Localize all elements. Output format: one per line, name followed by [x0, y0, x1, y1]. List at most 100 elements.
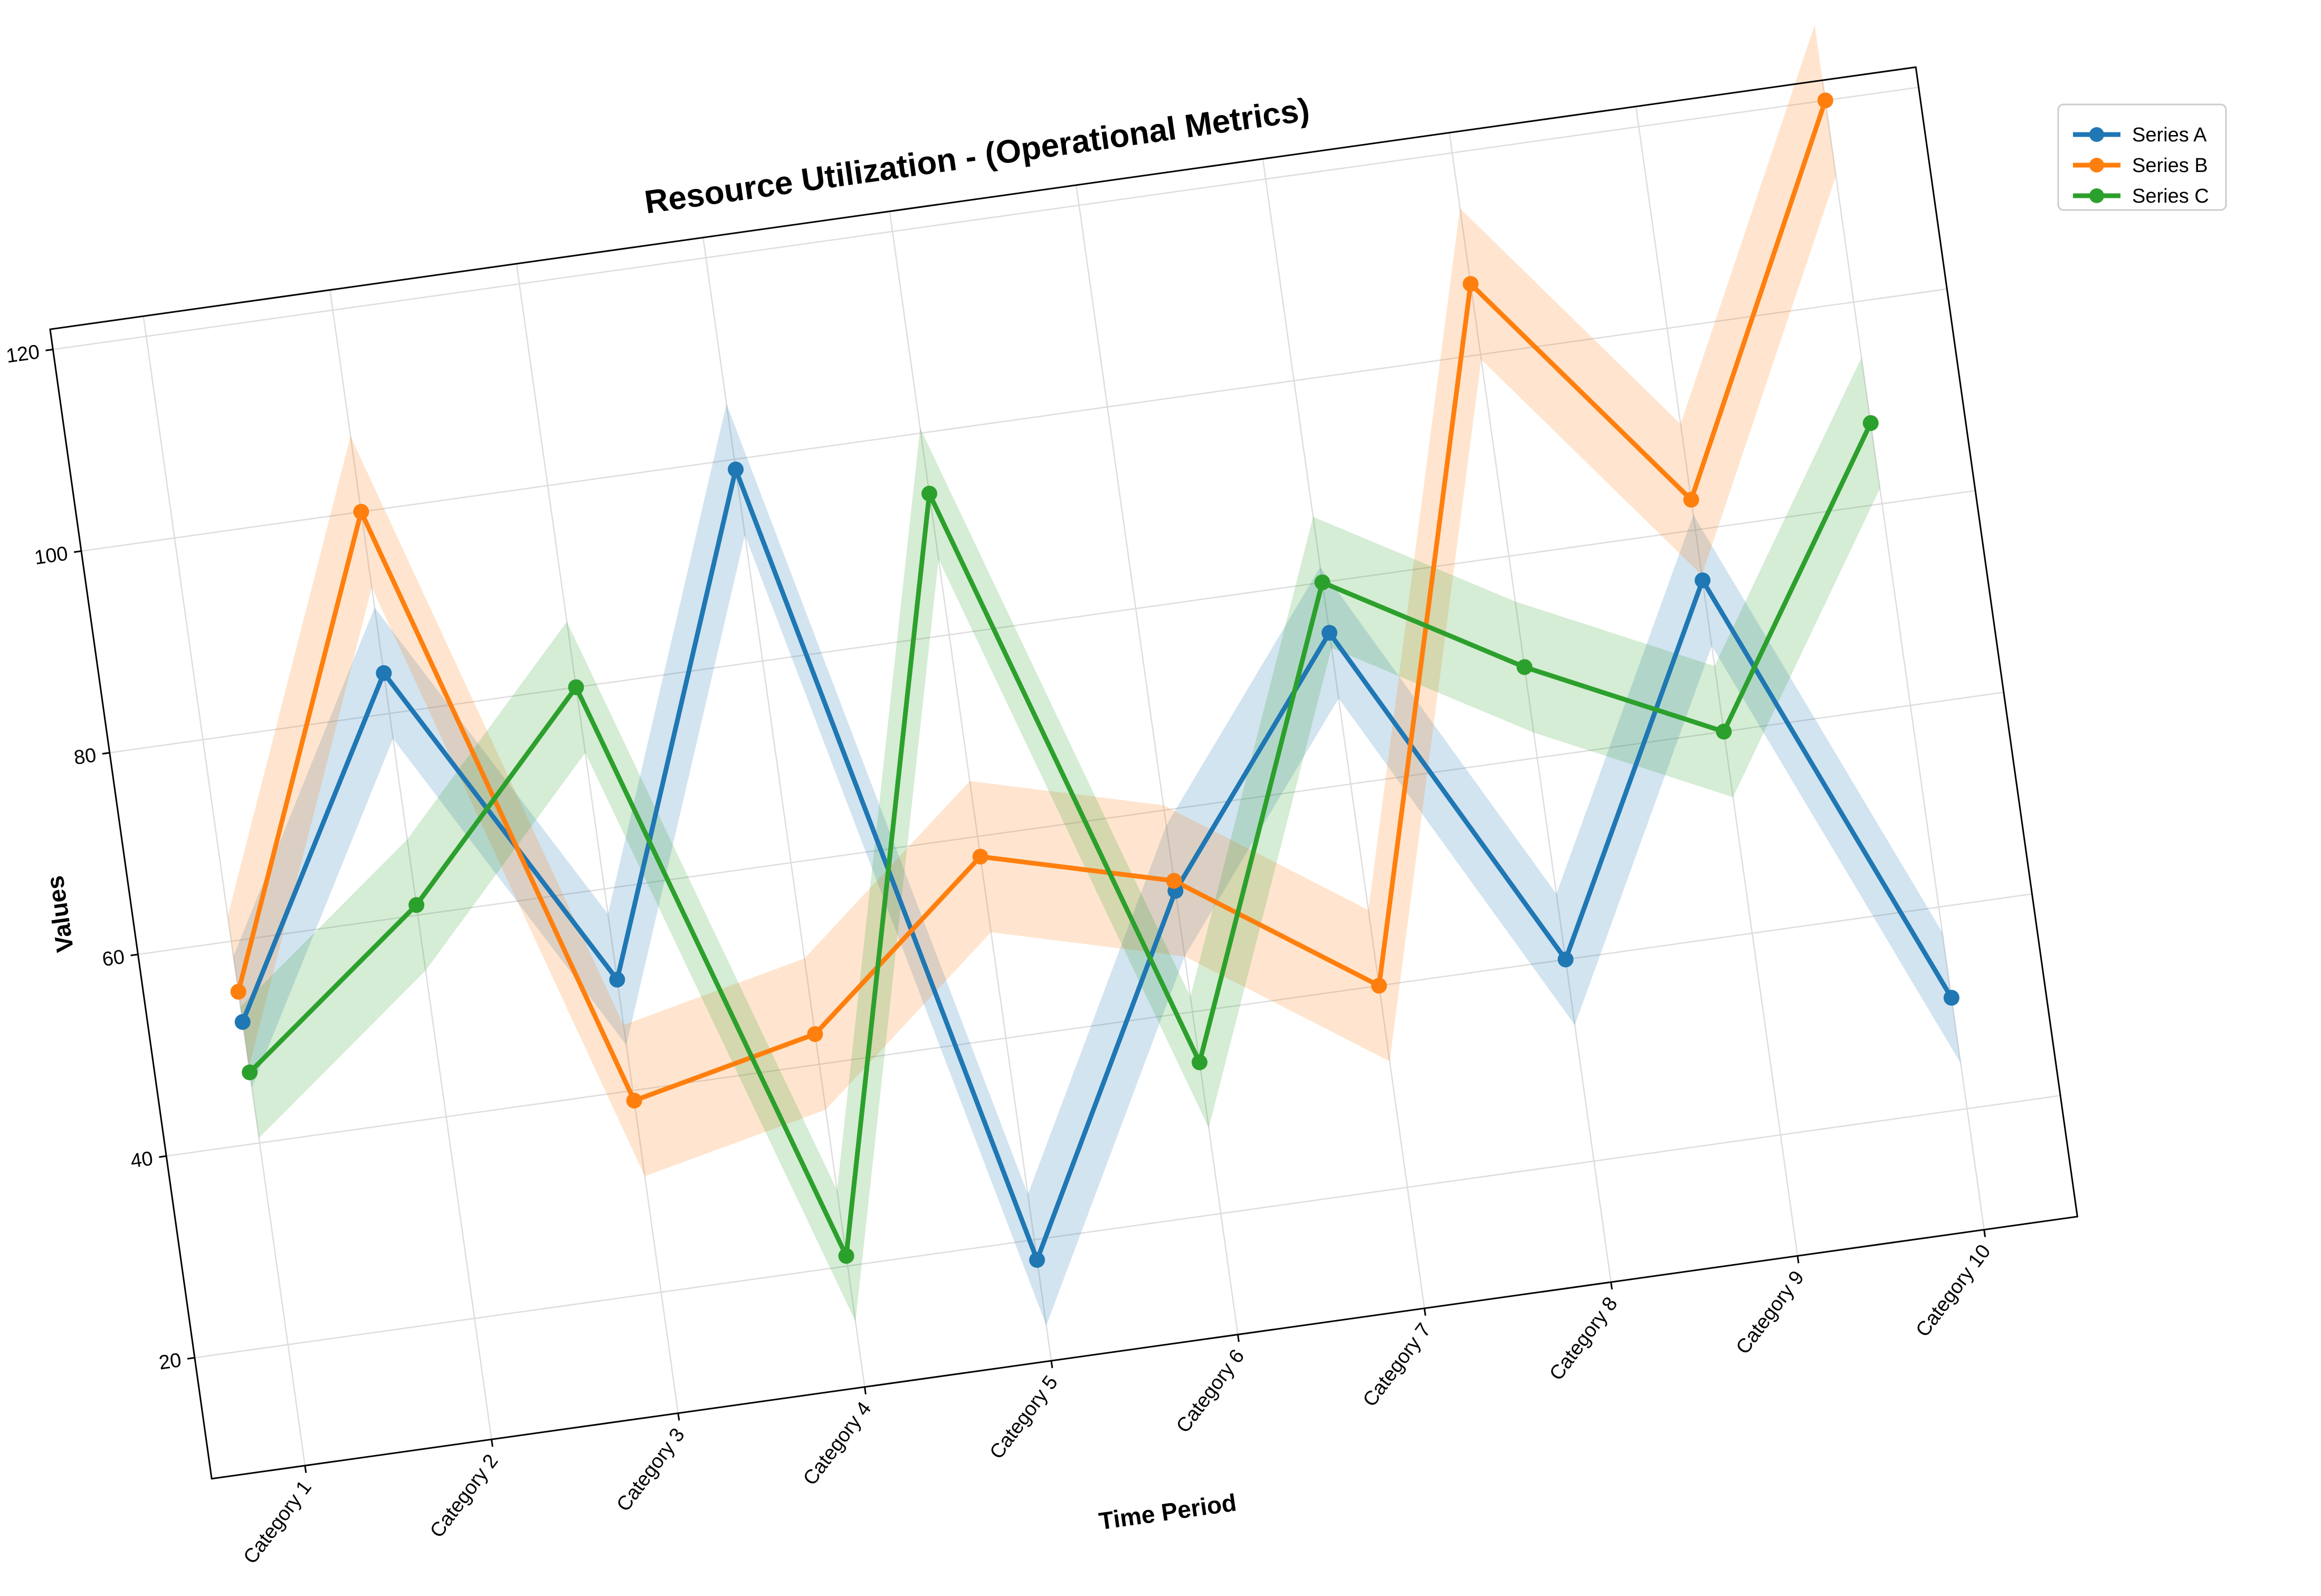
x-tick: [1796, 1256, 1800, 1264]
series-2-point: [353, 504, 369, 520]
x-tick: [490, 1439, 493, 1447]
legend-swatch-marker: [2089, 127, 2104, 142]
series-1-point: [1557, 951, 1574, 968]
series-2-point: [1683, 492, 1699, 508]
series-3-point: [1716, 723, 1732, 740]
series-2-point: [1462, 276, 1479, 292]
series-3-point: [242, 1064, 258, 1081]
series-1-point: [1695, 572, 1711, 588]
series-2-point: [230, 983, 246, 1000]
y-axis-title: Values: [41, 874, 79, 954]
series-1-point: [376, 665, 392, 681]
y-tick-label: 40: [129, 1148, 155, 1172]
x-gridline: [516, 263, 679, 1413]
y-gridline: [53, 87, 1919, 350]
x-tick: [304, 1465, 307, 1473]
y-tick: [159, 1155, 167, 1158]
rotated-plot: 20 40 60 80 100 120 Category 1 Category 2 Catego…: [5, 25, 2079, 1568]
y-tick-label: 80: [72, 744, 98, 769]
x-gridline: [1635, 106, 1799, 1256]
series-1-point: [728, 461, 744, 477]
grid: [53, 80, 2061, 1466]
series-2-point: [626, 1093, 642, 1109]
series-lines: [236, 98, 1954, 1263]
series-3-point: [1516, 659, 1533, 675]
x-tick: [1423, 1308, 1426, 1316]
x-tick-label: Category 3: [612, 1424, 689, 1516]
series-1-line: [240, 467, 1954, 1263]
y-tick-label: 120: [5, 341, 41, 367]
x-tick: [1050, 1360, 1053, 1369]
series-1-point: [234, 1014, 251, 1030]
legend-items: Series A Series B Series C: [2073, 124, 2209, 207]
series-3-point: [568, 679, 584, 695]
x-tick-label: Category 1: [239, 1476, 316, 1568]
x-gridline: [142, 316, 306, 1466]
series-3-point: [1862, 415, 1879, 431]
legend-label: Series B: [2132, 155, 2208, 177]
series-3-point: [408, 897, 425, 913]
series-points: [230, 92, 1959, 1268]
x-tick: [677, 1413, 680, 1421]
y-gridline: [138, 691, 2004, 955]
y-tick: [187, 1356, 195, 1360]
y-gridline: [109, 490, 1976, 753]
y-tick: [73, 550, 82, 553]
chart-title: Resource Utilization - (Operational Metr…: [642, 91, 1311, 221]
x-gridline: [329, 290, 492, 1440]
x-tick-label: Category 9: [1732, 1267, 1809, 1359]
x-gridline: [889, 211, 1052, 1361]
series-2-point: [807, 1026, 823, 1042]
series-3-point: [1192, 1054, 1208, 1071]
x-tick-label: Category 7: [1359, 1319, 1435, 1411]
x-gridline: [1822, 80, 1985, 1230]
series-3-band: [240, 357, 1880, 1322]
series-1-point: [1943, 990, 1959, 1006]
x-tick-label: Category 6: [1172, 1345, 1249, 1437]
y-tick-label: 20: [157, 1349, 183, 1374]
x-tick: [1610, 1282, 1613, 1290]
x-gridline: [1449, 132, 1612, 1283]
x-tick-label: Category 8: [1545, 1293, 1622, 1385]
series-2-point: [972, 848, 988, 865]
y-tick-label: 100: [33, 542, 70, 569]
series-2-point: [1817, 92, 1833, 109]
series-1-point: [1321, 625, 1338, 641]
x-tick: [1237, 1334, 1240, 1342]
series-3-point: [1314, 574, 1330, 590]
x-gridline: [1076, 185, 1239, 1335]
x-tick-label: Category 5: [986, 1372, 1062, 1464]
x-tick-label: Category 4: [799, 1398, 876, 1489]
confidence-bands: [227, 25, 1961, 1326]
y-tick-label: 60: [101, 946, 126, 971]
series-1-point: [1029, 1252, 1045, 1268]
y-tick: [102, 752, 110, 755]
series-3-line: [247, 420, 1873, 1258]
x-gridline: [702, 237, 865, 1387]
series-1-band: [233, 404, 1961, 1326]
y-gridline: [194, 1095, 2061, 1359]
legend-swatch-marker: [2089, 188, 2104, 203]
x-gridline: [1262, 158, 1425, 1308]
y-tick: [45, 348, 53, 351]
series-2-point: [1371, 978, 1387, 994]
x-tick-label: Category 10: [1911, 1240, 1995, 1341]
legend: Series A Series B Series C: [2057, 103, 2227, 211]
legend-label: Series C: [2132, 185, 2209, 207]
series-2-line: [236, 98, 1828, 1103]
series-2-point: [1166, 873, 1182, 889]
series-3-point: [838, 1248, 854, 1264]
y-gridline: [166, 893, 2032, 1157]
legend-swatch-marker: [2089, 158, 2104, 173]
y-gridline: [81, 288, 1947, 552]
x-tick: [1983, 1229, 1986, 1237]
series-3-point: [921, 485, 938, 502]
series-1-point: [609, 971, 625, 988]
y-tick: [130, 953, 138, 957]
plot-frame: [49, 66, 2079, 1480]
x-axis-title: Time Period: [1097, 1488, 1238, 1535]
legend-label: Series A: [2132, 124, 2207, 146]
x-tick-label: Category 2: [426, 1450, 502, 1542]
x-tick: [863, 1387, 867, 1394]
